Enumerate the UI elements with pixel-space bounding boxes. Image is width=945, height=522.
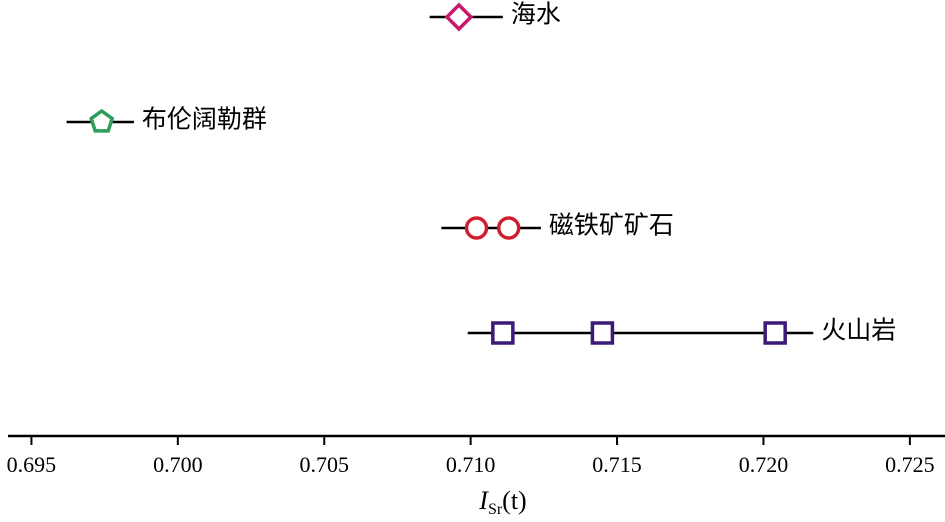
x-axis-label: ISr(t) bbox=[478, 486, 526, 518]
series-label: 火山岩 bbox=[821, 317, 896, 345]
x-label-suffix: (t) bbox=[502, 486, 527, 515]
series-label: 海水 bbox=[511, 1, 561, 29]
x-tick-label: 0.700 bbox=[153, 452, 203, 477]
x-tick-label: 0.720 bbox=[739, 452, 789, 477]
marker bbox=[89, 108, 115, 133]
x-tick-label: 0.695 bbox=[7, 452, 57, 477]
marker bbox=[763, 321, 787, 345]
series-label: 布伦阔勒群 bbox=[142, 106, 267, 134]
x-tick-label: 0.715 bbox=[592, 452, 642, 477]
x-tick-label: 0.705 bbox=[299, 452, 349, 477]
x-tick-label: 0.725 bbox=[885, 452, 935, 477]
series-label: 磁铁矿矿石 bbox=[549, 212, 674, 240]
x-label-main: I bbox=[478, 486, 489, 515]
x-tick-label: 0.710 bbox=[446, 452, 496, 477]
marker bbox=[590, 321, 615, 345]
marker bbox=[496, 216, 521, 240]
marker bbox=[464, 216, 489, 240]
marker bbox=[491, 321, 515, 345]
marker bbox=[444, 2, 474, 32]
x-label-sub: Sr bbox=[488, 501, 503, 518]
